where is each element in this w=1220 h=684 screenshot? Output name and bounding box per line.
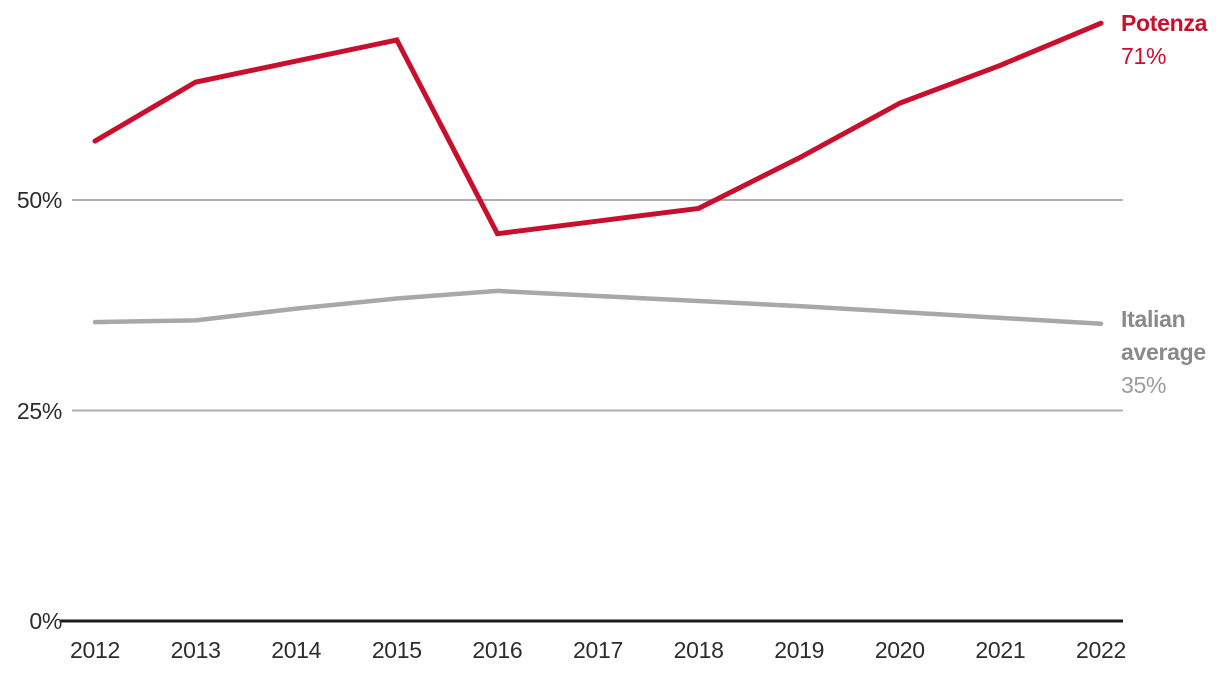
x-tick-label-2015: 2015 [371, 637, 422, 663]
legend-potenza: Potenza 71% [1121, 7, 1220, 73]
y-tick-label-25: 25% [16, 397, 62, 424]
x-tick-label-2013: 2013 [170, 637, 221, 663]
x-tick-label-2021: 2021 [975, 637, 1026, 663]
series-value-italian-average: 35% [1121, 372, 1167, 398]
x-tick-label-2018: 2018 [673, 637, 724, 663]
x-tick-label-2012: 2012 [70, 637, 120, 663]
x-tick-label-2019: 2019 [774, 637, 825, 663]
x-tick-label-2017: 2017 [573, 637, 623, 663]
series-value-potenza: 71% [1121, 43, 1167, 69]
y-tick-label-0: 0% [29, 608, 62, 634]
series-line-potenza [92, 20, 1104, 237]
series-line-italian-average [92, 288, 1104, 327]
x-tick-label-2016: 2016 [472, 637, 523, 663]
series-label-italian-average: Italian average [1121, 306, 1206, 365]
legend-italian-average: Italian average 35% [1121, 303, 1220, 402]
x-tick-label-2022: 2022 [1076, 637, 1126, 663]
y-tick-label-50: 50% [16, 187, 62, 213]
x-tick-label-2014: 2014 [271, 637, 322, 663]
series-label-potenza: Potenza [1121, 10, 1208, 36]
x-tick-label-2020: 2020 [874, 637, 925, 663]
